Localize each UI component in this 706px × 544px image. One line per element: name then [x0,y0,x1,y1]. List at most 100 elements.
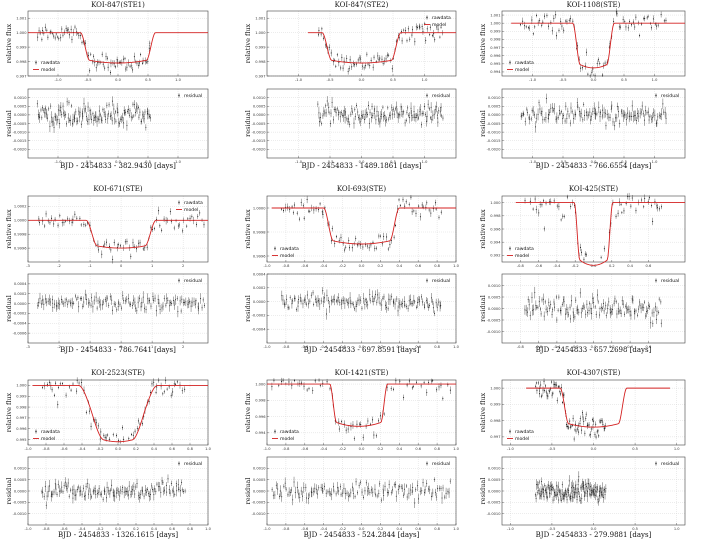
flux-point [71,221,73,223]
flux-point [535,385,537,387]
residual-point [65,114,67,116]
flux-point [576,428,578,430]
flux-legend-data-label: rawdata [432,15,451,21]
flux-point [343,60,345,62]
flux-point [95,422,97,424]
residual-point [599,116,601,118]
residual-axes-xtick-label: 1 [151,345,153,349]
flux-point [348,247,351,249]
residual-point [595,113,597,115]
residual-point [119,489,121,491]
residual-point [605,488,607,490]
residual-point [339,486,341,488]
flux-point [353,63,355,65]
flux-point [51,32,53,34]
flux-point [325,44,327,46]
residual-point [132,103,134,105]
residual-point [111,309,113,311]
flux-axes-ytick-label: 0.998 [255,60,266,64]
flux-legend-data-label: rawdata [41,429,60,435]
residual-axes-frame [27,273,209,344]
residual-point [136,482,138,484]
panel-title: KOI-1421(STE) [335,369,389,377]
residual-point [416,485,418,487]
flux-point [372,241,374,244]
time-axis-label: BJD - 2454833 - 1489.1861 [days] [301,162,421,170]
flux-point [156,386,158,388]
flux-axes-xtick-label: 0.2 [133,447,139,451]
flux-point [38,30,40,32]
residual-point [601,487,603,489]
residual-point [398,302,400,304]
residual-point [89,110,91,112]
flux-point [166,388,168,390]
flux-axes-ytick-label: 0.997 [16,74,26,78]
flux-point [563,29,565,31]
residual-point [195,303,197,305]
residual-point [350,492,352,494]
flux-axes-ytick-label: 0.996 [490,227,501,231]
flux-point [360,244,362,246]
residual-point [286,299,288,301]
flux-point [355,237,357,240]
residual-point [449,480,451,482]
residual-point [615,301,617,303]
residual-point [388,298,390,300]
residual-point [424,492,426,494]
residual-point [121,491,123,493]
residual-point [424,489,426,491]
flux-point [141,423,143,425]
flux-point [105,437,107,439]
residual-point [395,108,397,110]
flux-point [587,73,589,75]
residual-point [429,489,431,491]
residual-point [55,488,57,490]
residual-point [634,115,636,117]
residual-point [181,298,183,300]
flux-point [570,205,572,208]
residual-axes-xtick-label: 0.0 [359,527,365,531]
residual-point [361,116,363,118]
residual-point [570,487,572,489]
flux-point [542,389,544,391]
residual-point [524,121,526,123]
time-axis-label: BJD - 2454833 - 524.2844 [days] [304,531,420,539]
residual-point [322,301,324,303]
residual-point [317,103,319,105]
residual-point [350,303,352,305]
flux-point [648,197,650,199]
residual-point [566,118,568,120]
residual-point [545,98,547,100]
residual-point [163,489,165,491]
residual-point [414,116,416,118]
flux-point [155,392,157,394]
residual-point [384,114,386,116]
residual-point [333,299,335,301]
flux-point [370,244,372,246]
residual-point [161,307,163,309]
residual-point [393,484,395,486]
residual-point [604,494,606,496]
flux-point [644,197,646,199]
residual-point [571,300,573,302]
residual-point [83,495,85,497]
flux-point [137,427,139,430]
residual-point [340,111,342,113]
residual-point [318,112,320,114]
flux-point [643,18,645,20]
residual-axes-xtick-label: 1.0 [422,160,428,164]
residual-point [546,497,548,499]
residual-point [565,313,567,315]
residual-point [150,305,152,307]
residual-point [580,112,582,114]
residual-point [601,308,603,310]
flux-axes-xtick-label: 0.0 [591,264,597,268]
flux-point [97,243,99,245]
residual-point [284,482,286,484]
residual-point [385,120,387,122]
flux-point [404,205,406,207]
flux-axis-label: relative flux [479,209,487,249]
residual-point [116,309,118,311]
residual-point [374,293,376,295]
residual-axes-xtick-label: -0.5 [548,527,555,531]
